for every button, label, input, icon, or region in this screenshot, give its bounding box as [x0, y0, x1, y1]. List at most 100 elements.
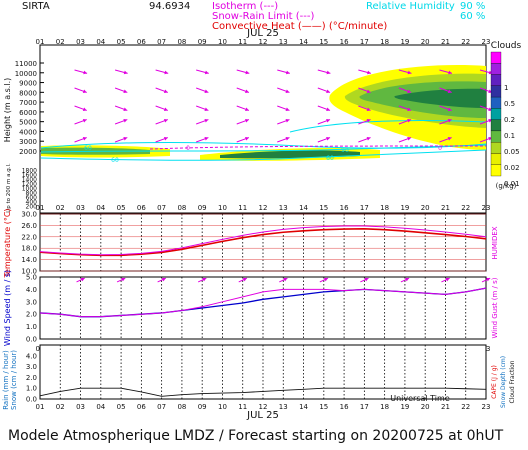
hour-tick-label: 15 [319, 403, 328, 411]
y-axis-label: Up to 200 m a.g.l. [6, 163, 12, 213]
colorbar-label: 0.5 [504, 100, 515, 108]
coords-label: 94.6934 [149, 1, 190, 12]
humidity-contour [40, 142, 487, 149]
wind-arrow-head [364, 277, 369, 282]
wind-arrow-head [123, 89, 128, 94]
wind-arrow-head [407, 118, 412, 123]
wind-arrow-head [486, 277, 491, 282]
rh-label: Relative Humidity [366, 1, 455, 12]
wind-arrow-head [163, 89, 168, 94]
cloud-layer [220, 150, 360, 159]
hour-tick-label: 08 [177, 204, 186, 212]
contour-label: 0 [186, 145, 190, 152]
y-tick-label: 10.0 [21, 268, 37, 276]
hour-tick-label: 10 [218, 204, 227, 212]
height-tick-label: 2000 [19, 148, 37, 156]
wind-arrow-head [244, 136, 249, 141]
hour-tick-label: 01 [36, 204, 45, 212]
low-height-tick-label: 1600 [22, 172, 37, 179]
hour-tick-label: 03 [76, 38, 85, 46]
hour-tick-label: 07 [157, 204, 166, 212]
hour-tick-label: 12 [259, 38, 268, 46]
colorbar-swatch [490, 63, 502, 75]
wind-arrow-head [82, 118, 87, 123]
colorbar-swatch [490, 108, 502, 120]
date-label: JUL 25 [246, 28, 279, 39]
wind-arrow-head [82, 136, 87, 141]
wind-arrow-head [407, 107, 412, 112]
wind-arrow-head [242, 277, 247, 282]
y-axis-label: Height (m a.s.l.) [3, 78, 12, 143]
hour-tick-label: 14 [299, 204, 308, 212]
wind-arrow-head [285, 136, 290, 141]
hour-tick-label: 18 [380, 38, 389, 46]
y-axis-label: Temperature (°C) [3, 208, 12, 278]
hour-tick-label: 12 [259, 204, 268, 212]
y-tick-label: 30.0 [21, 211, 37, 219]
low-height-tick-label: 1400 [22, 177, 37, 184]
hour-tick-label: 14 [299, 38, 308, 46]
hour-tick-label: 01 [36, 403, 45, 411]
wind-arrow-head [285, 107, 290, 112]
hour-tick-label: 17 [360, 204, 369, 212]
contour-label: 60 [111, 157, 119, 164]
legend-item: Isotherm (---) [212, 1, 278, 12]
colorbar-label: 0.02 [504, 164, 520, 172]
hour-tick-label: 19 [400, 38, 409, 46]
hour-tick-label: 08 [177, 403, 186, 411]
hour-tick-label: 03 [76, 204, 85, 212]
y-tick-label: 4.0 [26, 352, 37, 360]
hour-tick-label: 21 [441, 204, 450, 212]
wind-arrow-head [326, 118, 331, 123]
cloud-panel: 01 02 03 04 05 06 07 08 09 10 11 12 13 14 15 16 17 18 19 20… [15, 28, 493, 214]
y-tick-label: 2.0 [26, 374, 37, 382]
wind-arrow-head [323, 277, 328, 282]
hour-tick-label: 18 [380, 204, 389, 212]
hour-tick-label: 20 [421, 403, 430, 411]
rh-level-90: 90 % [460, 1, 485, 12]
colorbar-swatch [490, 130, 502, 143]
hour-tick-label: 21 [441, 403, 450, 411]
contour-label: 90 [341, 147, 349, 154]
height-tick-label: 9000 [19, 80, 37, 88]
hour-tick-label: 22 [461, 403, 470, 411]
hour-tick-label: 06 [137, 38, 146, 46]
wind-arrow-head [326, 107, 331, 112]
wind-arrow-head [82, 107, 87, 112]
panel-frame [39, 344, 487, 400]
colorbar-swatch [490, 164, 502, 177]
wind-arrow-head [244, 118, 249, 123]
wind-arrow-head [123, 136, 128, 141]
hour-tick-label: 04 [96, 204, 105, 212]
wind-arrow-head [244, 107, 249, 112]
y-axis-label: Cloud Fraction [509, 360, 516, 403]
height-tick-label: 7000 [19, 99, 37, 107]
y-tick-label: 1.0 [26, 323, 37, 331]
y-tick-label: 14.0 [21, 256, 37, 264]
y-tick-label: 26.0 [21, 222, 37, 230]
wind-arrow-head [447, 136, 452, 141]
y-axis-label: CAPE (J / g) [491, 365, 498, 399]
hour-tick-label: 15 [319, 38, 328, 46]
wind-arrow-head [204, 89, 209, 94]
wind-arrow-head [164, 70, 169, 75]
height-tick-label: 4000 [19, 128, 37, 136]
height-tick-label: 8000 [19, 89, 37, 97]
wind-arrow-head [163, 118, 168, 123]
legend-item: Convective Heat (——) (°C/minute) [212, 21, 387, 32]
hour-tick-label: 22 [461, 38, 470, 46]
wind-arrow-head [163, 107, 168, 112]
wind-arrow-head [447, 118, 452, 123]
contour-label: 60 [84, 145, 92, 152]
hour-tick-label: 02 [56, 403, 65, 411]
wind-arrow-head [163, 136, 168, 141]
hour-tick-label: 19 [400, 403, 409, 411]
hour-tick-label: 23 [482, 38, 491, 46]
utc-label: Universal Time [390, 394, 450, 403]
wind-arrow-head [245, 70, 250, 75]
low-height-tick-label: 1200 [22, 181, 37, 188]
isotherm-line [149, 145, 487, 150]
wind-panel: 5.0 4.0 3.0 2.0 1.0 0.0 [26, 274, 491, 344]
hour-tick-label: 02 [56, 204, 65, 212]
